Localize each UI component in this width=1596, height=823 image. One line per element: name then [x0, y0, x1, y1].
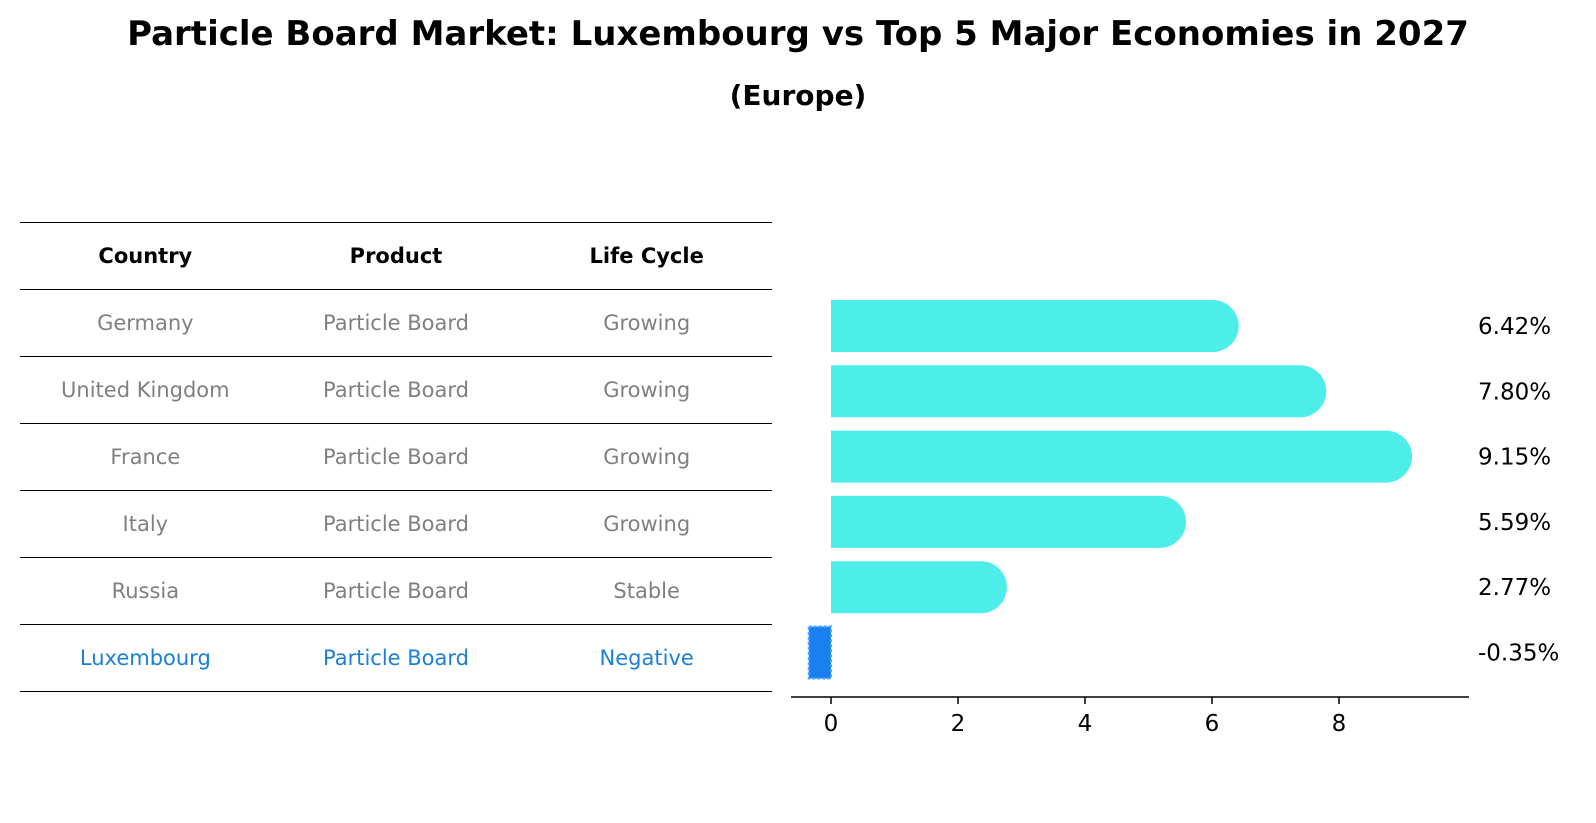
cell-product: Particle Board [323, 311, 469, 335]
cell-product: Particle Board [323, 579, 469, 603]
cell-life-cycle: Negative [599, 646, 694, 670]
x-tick-label: 6 [1205, 711, 1220, 737]
table-row: Italy Particle Board Growing [20, 490, 772, 557]
table-header-row: Country Product Life Cycle [20, 222, 772, 289]
cell-country: France [110, 445, 181, 469]
table-row: France Particle Board Growing [20, 423, 772, 490]
x-tick-label: 0 [824, 711, 839, 737]
cell-life-cycle: Growing [603, 378, 691, 402]
cell-product: Particle Board [323, 445, 469, 469]
bar-value-label: 6.42% [1478, 314, 1551, 340]
bar [831, 495, 1186, 548]
bar [831, 365, 1327, 418]
cell-life-cycle: Growing [603, 445, 691, 469]
table-row-highlight: Luxembourg Particle Board Negative [20, 624, 772, 692]
bar-value-label: 9.15% [1478, 445, 1551, 471]
header-product: Product [349, 244, 443, 268]
cell-country: Russia [111, 579, 180, 603]
table-row: Germany Particle Board Growing [20, 289, 772, 356]
table-row: Russia Particle Board Stable [20, 557, 772, 624]
bar-value-label: -0.35% [1478, 641, 1559, 667]
bar-value-label: 7.80% [1478, 379, 1551, 405]
bar [831, 300, 1239, 352]
cell-country: Germany [97, 311, 194, 335]
bar [831, 561, 1007, 614]
x-tick-label: 4 [1078, 711, 1093, 737]
bar-value-label: 2.77% [1478, 575, 1551, 601]
table-row: United Kingdom Particle Board Growing [20, 356, 772, 423]
cell-country: Italy [122, 512, 169, 536]
cell-country: United Kingdom [61, 378, 230, 402]
chart-title: Particle Board Market: Luxembourg vs Top… [127, 14, 1469, 54]
header-country: Country [98, 244, 193, 268]
cell-country: Luxembourg [79, 646, 211, 670]
data-table: Country Product Life Cycle Germany Parti… [20, 222, 772, 692]
bar-negative [807, 625, 833, 680]
header-life-cycle: Life Cycle [589, 244, 704, 268]
bar [831, 430, 1413, 483]
x-tick-label: 8 [1332, 711, 1347, 737]
cell-life-cycle: Growing [603, 512, 691, 536]
cell-life-cycle: Growing [603, 311, 691, 335]
cell-product: Particle Board [323, 646, 469, 670]
chart-subtitle: (Europe) [729, 79, 867, 112]
cell-life-cycle: Stable [613, 579, 680, 603]
cell-product: Particle Board [323, 378, 469, 402]
x-tick-label: 2 [951, 711, 966, 737]
bar-value-label: 5.59% [1478, 510, 1551, 536]
cell-product: Particle Board [323, 512, 469, 536]
